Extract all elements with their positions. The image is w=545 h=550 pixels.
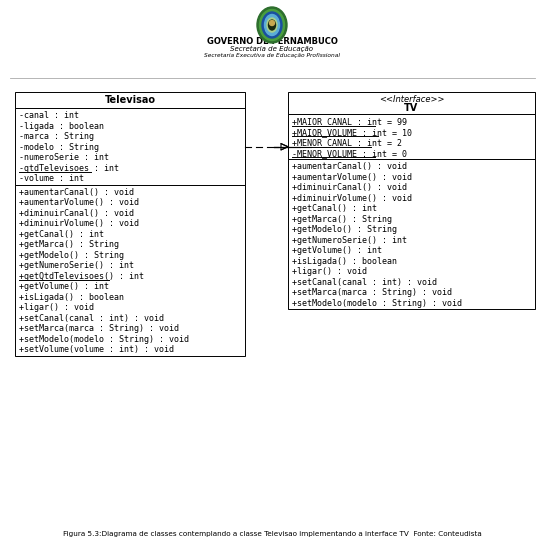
Bar — [15, 184, 245, 355]
Text: +MENOR_CANAL : int = 2: +MENOR_CANAL : int = 2 — [292, 139, 402, 147]
Text: Secretaria Executiva de Educação Profissional: Secretaria Executiva de Educação Profiss… — [204, 53, 340, 58]
Text: +getModelo() : String: +getModelo() : String — [292, 226, 397, 234]
Ellipse shape — [257, 7, 287, 43]
Text: +getNumeroSerie() : int: +getNumeroSerie() : int — [292, 236, 407, 245]
Text: +setModelo(modelo : String) : void: +setModelo(modelo : String) : void — [19, 335, 189, 344]
Text: -ligada : boolean: -ligada : boolean — [19, 122, 104, 131]
Text: <<Interface>>: <<Interface>> — [379, 95, 444, 103]
Text: Figura 5.3:Diagrama de classes contemplando a classe Televisao implementando a i: Figura 5.3:Diagrama de classes contempla… — [63, 531, 481, 537]
Text: +getNumeroSerie() : int: +getNumeroSerie() : int — [19, 261, 134, 271]
Ellipse shape — [267, 18, 277, 32]
Text: Televisao: Televisao — [105, 95, 155, 105]
Text: -MENOR_VOLUME : int = 0: -MENOR_VOLUME : int = 0 — [292, 149, 407, 158]
Text: +getCanal() : int: +getCanal() : int — [292, 205, 377, 213]
Ellipse shape — [264, 14, 280, 36]
Text: +MAIOR_VOLUME : int = 10: +MAIOR_VOLUME : int = 10 — [292, 128, 412, 137]
Text: +diminuirVolume() : void: +diminuirVolume() : void — [19, 219, 139, 228]
Ellipse shape — [262, 12, 282, 38]
Ellipse shape — [269, 20, 276, 30]
Polygon shape — [281, 144, 288, 150]
Bar — [288, 114, 535, 159]
Text: +aumentarVolume() : void: +aumentarVolume() : void — [292, 173, 412, 182]
Bar — [15, 92, 245, 108]
Text: +setMarca(marca : String) : void: +setMarca(marca : String) : void — [19, 324, 179, 333]
Bar — [15, 108, 245, 184]
Text: +setVolume(volume : int) : void: +setVolume(volume : int) : void — [19, 345, 174, 354]
Text: +isLigada() : boolean: +isLigada() : boolean — [19, 293, 124, 302]
Text: +getQtdTelevisoes() : int: +getQtdTelevisoes() : int — [19, 272, 144, 281]
Text: +setCanal(canal : int) : void: +setCanal(canal : int) : void — [292, 278, 437, 287]
Text: Secretaria de Educação: Secretaria de Educação — [231, 46, 313, 52]
Text: -canal : int: -canal : int — [19, 111, 79, 120]
Text: -qtdTelevisoes : int: -qtdTelevisoes : int — [19, 164, 119, 173]
Text: GOVERNO DE PERNAMBUCO: GOVERNO DE PERNAMBUCO — [207, 36, 337, 46]
Text: +diminuirCanal() : void: +diminuirCanal() : void — [292, 183, 407, 192]
Text: -modelo : String: -modelo : String — [19, 143, 99, 152]
Ellipse shape — [269, 20, 275, 25]
Text: +getCanal() : int: +getCanal() : int — [19, 230, 104, 239]
Text: +getVolume() : int: +getVolume() : int — [292, 246, 382, 255]
Text: +getVolume() : int: +getVolume() : int — [19, 282, 109, 292]
Text: +aumentarCanal() : void: +aumentarCanal() : void — [19, 188, 134, 197]
Text: +ligar() : void: +ligar() : void — [19, 304, 94, 312]
Text: +aumentarCanal() : void: +aumentarCanal() : void — [292, 162, 407, 172]
Ellipse shape — [259, 9, 284, 41]
Text: +getMarca() : String: +getMarca() : String — [292, 215, 392, 224]
Bar — [288, 159, 535, 309]
Text: +MAIOR_CANAL : int = 99: +MAIOR_CANAL : int = 99 — [292, 117, 407, 126]
Text: +getModelo() : String: +getModelo() : String — [19, 251, 124, 260]
Bar — [288, 92, 535, 114]
Text: -marca : String: -marca : String — [19, 133, 94, 141]
Text: +setModelo(modelo : String) : void: +setModelo(modelo : String) : void — [292, 299, 462, 308]
Text: TV: TV — [404, 103, 419, 113]
Text: +aumentarVolume() : void: +aumentarVolume() : void — [19, 199, 139, 207]
Text: +isLigada() : boolean: +isLigada() : boolean — [292, 257, 397, 266]
Text: -volume : int: -volume : int — [19, 174, 84, 183]
Text: +diminuirCanal() : void: +diminuirCanal() : void — [19, 209, 134, 218]
Text: +diminuirVolume() : void: +diminuirVolume() : void — [292, 194, 412, 203]
Text: +getMarca() : String: +getMarca() : String — [19, 240, 119, 249]
Text: +ligar() : void: +ligar() : void — [292, 267, 367, 276]
Text: +setMarca(marca : String) : void: +setMarca(marca : String) : void — [292, 288, 452, 298]
Text: -numeroSerie : int: -numeroSerie : int — [19, 153, 109, 162]
Text: +setCanal(canal : int) : void: +setCanal(canal : int) : void — [19, 314, 164, 323]
